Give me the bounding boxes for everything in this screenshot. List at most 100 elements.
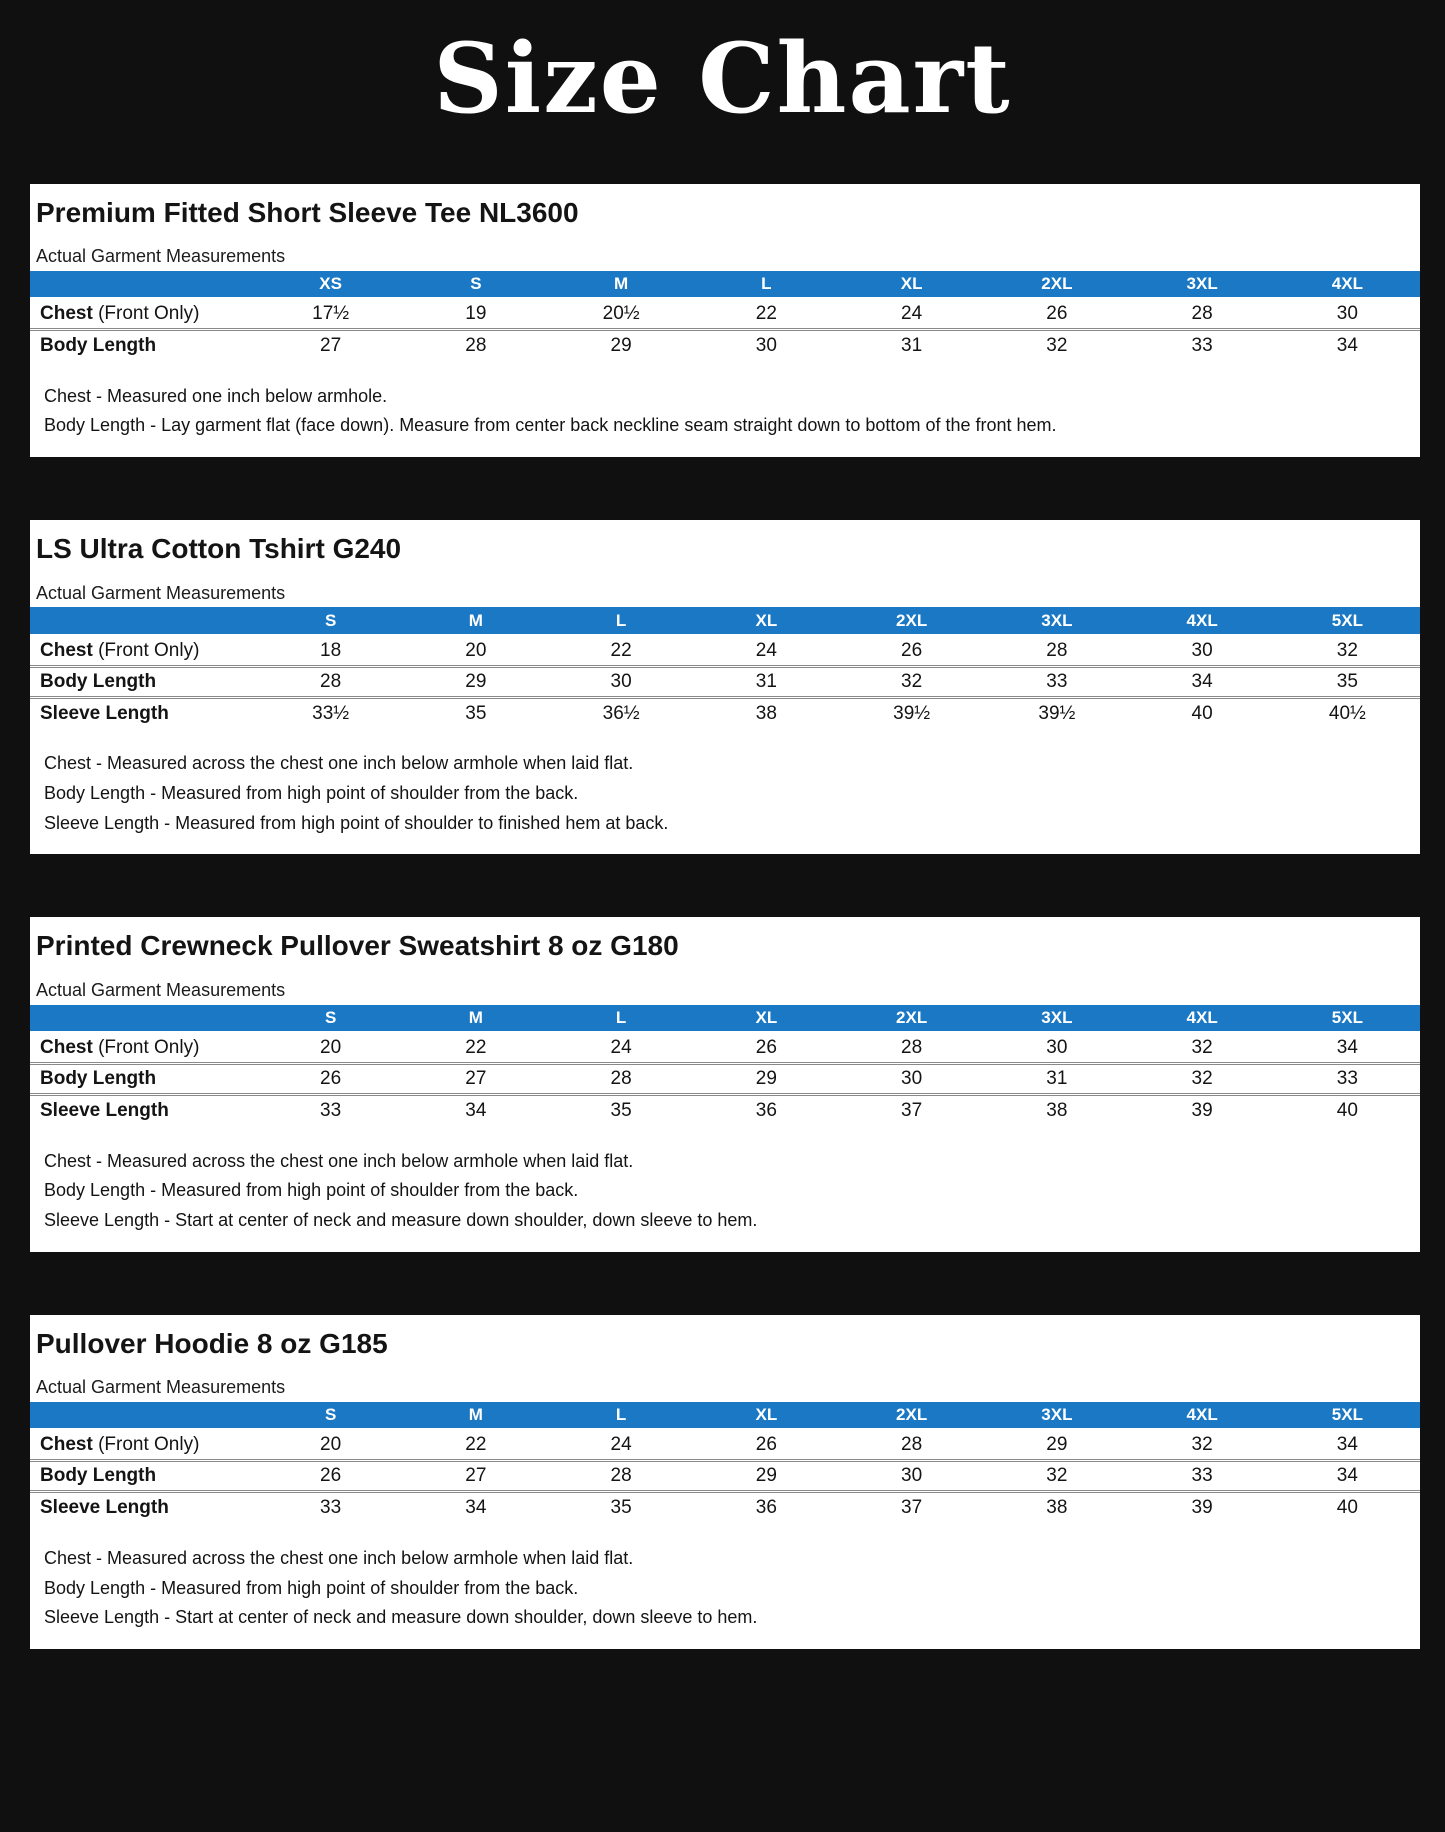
measurement-value-cell: 35 <box>1274 664 1420 698</box>
measurements-subtitle: Actual Garment Measurements <box>36 246 286 267</box>
measurement-value-cell: 31 <box>984 1062 1130 1095</box>
table-row: Sleeve Length 33 34 35 36 37 38 39 40 <box>30 1093 1420 1126</box>
measurement-value-cell: 32 <box>984 1459 1130 1492</box>
size-header-cell: 2XL <box>839 1004 985 1033</box>
size-table-body: Chest (Front Only) 20 22 24 26 28 30 32 34 Body L… <box>30 1033 1420 1126</box>
measurement-label-suffix: (Front Only) <box>92 639 200 661</box>
product-title: LS Ultra Cotton Tshirt G240 <box>36 533 402 565</box>
size-header-cell: 5XL <box>1274 607 1420 636</box>
size-header-cell: 4XL <box>1129 1401 1275 1430</box>
size-header-cell: 5XL <box>1274 1004 1420 1033</box>
measurement-value-cell: 24 <box>610 1037 632 1059</box>
measurement-value-cell: 30 <box>1336 303 1358 325</box>
measurement-value-cell: 24 <box>610 1434 632 1456</box>
size-header-cell: 2XL <box>839 607 985 636</box>
header-row: S M L XL 2XL 3XL 4XL 5XL <box>30 607 1420 636</box>
measurement-value-cell: 20½ <box>602 303 640 325</box>
measurement-value-cell: 28 <box>1191 303 1213 325</box>
measurement-value-cell: 32 <box>1336 639 1358 661</box>
measurement-label: Chest <box>40 1434 93 1456</box>
measurement-value-cell: 30 <box>693 328 839 361</box>
measurement-note: Chest - Measured across the chest one in… <box>44 1150 634 1171</box>
size-table: XS S M L XL 2XL 3XL 4XL Chest (Front Only) 17½ 19 2… <box>30 270 1420 361</box>
product-title: Printed Crewneck Pullover Sweatshirt 8 o… <box>36 930 679 962</box>
measurement-label: Chest <box>40 303 93 325</box>
measurement-notes: Chest - Measured across the chest one in… <box>44 1151 1420 1231</box>
size-header-cell: M <box>403 607 549 636</box>
measurement-label-suffix: (Front Only) <box>92 1037 200 1059</box>
measurement-value-cell: 32 <box>839 664 985 698</box>
measurement-value-cell: 37 <box>839 1490 985 1523</box>
header-label-cell <box>30 270 258 299</box>
measurement-value-cell: 19 <box>465 303 487 325</box>
measurements-subtitle: Actual Garment Measurements <box>36 1377 286 1398</box>
measurement-value-cell: 34 <box>1274 328 1420 361</box>
measurement-note: Body Length - Lay garment flat (face dow… <box>44 415 1057 436</box>
size-table-panel: LS Ultra Cotton Tshirt G240 Actual Garmen… <box>30 520 1420 855</box>
measurement-value-cell: 26 <box>1046 303 1068 325</box>
header-row: S M L XL 2XL 3XL 4XL 5XL <box>30 1401 1420 1430</box>
measurement-value-cell: 29 <box>1046 1434 1068 1456</box>
table-row: Body Length 26 27 28 29 30 31 32 33 <box>30 1062 1420 1095</box>
measurement-value-cell: 30 <box>839 1459 985 1492</box>
measurement-value-cell: 26 <box>258 1459 404 1492</box>
measurement-value-cell: 20 <box>320 1434 342 1456</box>
size-header-cell: 2XL <box>839 1401 985 1430</box>
measurements-subtitle: Actual Garment Measurements <box>36 980 286 1000</box>
measurement-value-cell: 38 <box>693 695 839 729</box>
measurement-value-cell: 35 <box>548 1093 694 1126</box>
measurement-label: Body Length <box>40 1465 157 1487</box>
measurement-value-cell: 40 <box>1274 1490 1420 1523</box>
size-header-cell: L <box>548 607 694 636</box>
size-header-cell: 3XL <box>1129 270 1275 299</box>
measurement-label-suffix: (Front Only) <box>92 1434 200 1456</box>
table-row: Body Length 27 28 29 30 31 32 33 34 <box>30 328 1420 361</box>
measurement-value-cell: 20 <box>465 639 487 661</box>
size-header-cell: 5XL <box>1274 1401 1420 1430</box>
measurement-note: Chest - Measured across the chest one in… <box>44 1547 634 1568</box>
measurement-value-cell: 32 <box>1129 1062 1275 1095</box>
table-row: Chest (Front Only) 20 22 24 26 28 29 32 34 <box>30 1430 1420 1461</box>
measurement-value-cell: 26 <box>258 1062 404 1095</box>
measurement-value-cell: 33 <box>258 1490 404 1523</box>
measurement-value-cell: 28 <box>901 1434 923 1456</box>
measurement-notes: Chest - Measured one inch below armhole.… <box>44 386 1420 436</box>
size-header-cell: M <box>548 270 694 299</box>
measurement-note: Chest - Measured one inch below armhole. <box>44 385 388 406</box>
size-header-cell: M <box>403 1401 549 1430</box>
size-header-cell: 3XL <box>984 1004 1130 1033</box>
measurement-value-cell: 27 <box>258 328 404 361</box>
header-row: XS S M L XL 2XL 3XL 4XL <box>30 270 1420 299</box>
measurement-value-cell: 29 <box>548 328 694 361</box>
header-row: S M L XL 2XL 3XL 4XL 5XL <box>30 1004 1420 1033</box>
measurement-value-cell: 22 <box>465 1434 487 1456</box>
measurement-label-cell: Chest (Front Only) <box>30 635 258 666</box>
size-header-cell: 3XL <box>984 1401 1130 1430</box>
measurement-note: Chest - Measured across the chest one in… <box>44 753 634 774</box>
size-chart-page: Size Chart Premium Fitted Short Sleeve T… <box>0 26 1445 1649</box>
measurement-note: Body Length - Measured from high point o… <box>44 1577 579 1598</box>
size-header-cell: XL <box>839 270 985 299</box>
measurement-value-cell: 35 <box>403 695 549 729</box>
size-header-cell: L <box>548 1004 694 1033</box>
measurement-value-cell: 38 <box>984 1093 1130 1126</box>
measurement-value-cell: 36½ <box>548 695 694 729</box>
measurement-value-cell: 39 <box>1129 1093 1275 1126</box>
measurement-value-cell: 27 <box>403 1459 549 1492</box>
measurement-value-cell: 31 <box>839 328 985 361</box>
table-row: Chest (Front Only) 18 20 22 24 26 28 30 32 <box>30 635 1420 666</box>
measurement-value-cell: 28 <box>258 664 404 698</box>
measurement-value-cell: 24 <box>755 639 777 661</box>
measurement-value-cell: 32 <box>984 328 1130 361</box>
size-table-body: Chest (Front Only) 20 22 24 26 28 29 32 34 Body L… <box>30 1430 1420 1523</box>
table-row: Sleeve Length 33 34 35 36 37 38 39 40 <box>30 1490 1420 1523</box>
measurement-value-cell: 34 <box>1336 1434 1358 1456</box>
measurement-value-cell: 26 <box>755 1434 777 1456</box>
measurement-value-cell: 39½ <box>984 695 1130 729</box>
measurement-label: Body Length <box>40 335 157 357</box>
measurement-label-cell: Chest (Front Only) <box>30 299 258 330</box>
size-header-cell: L <box>693 270 839 299</box>
measurement-value-cell: 17½ <box>312 303 350 325</box>
measurement-value-cell: 32 <box>1191 1434 1213 1456</box>
measurement-value-cell: 22 <box>610 639 632 661</box>
